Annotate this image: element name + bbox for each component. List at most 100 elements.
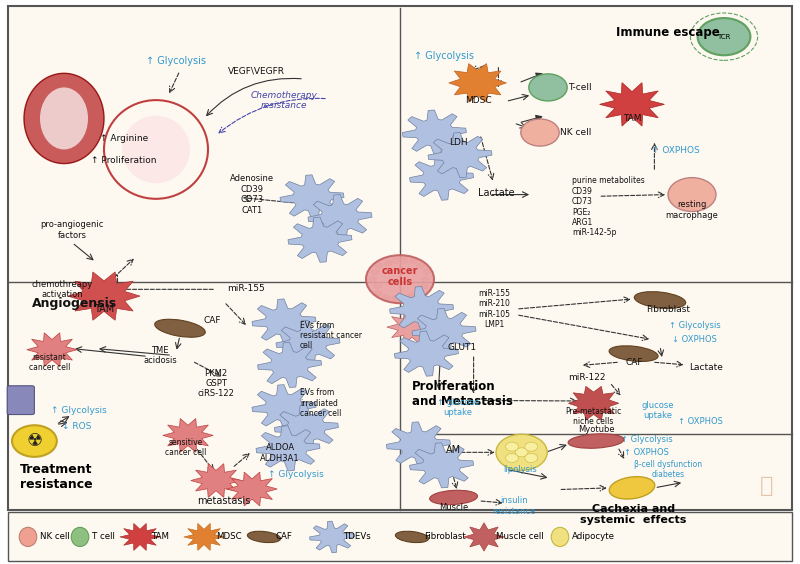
Polygon shape bbox=[227, 472, 278, 506]
Text: CAF: CAF bbox=[276, 532, 293, 541]
Polygon shape bbox=[412, 309, 476, 354]
Polygon shape bbox=[464, 523, 504, 551]
FancyBboxPatch shape bbox=[7, 386, 34, 415]
Polygon shape bbox=[410, 155, 474, 200]
Text: TCR: TCR bbox=[718, 34, 730, 39]
Polygon shape bbox=[390, 287, 454, 332]
Text: TAM: TAM bbox=[94, 304, 114, 314]
Text: Proliferation
and Metastasis: Proliferation and Metastasis bbox=[412, 380, 513, 408]
Text: cancer
cells: cancer cells bbox=[382, 266, 418, 287]
Text: CAF: CAF bbox=[204, 316, 222, 325]
Text: CAF: CAF bbox=[626, 358, 643, 367]
Polygon shape bbox=[568, 386, 619, 420]
Text: ALDOA
ALDH3A1: ALDOA ALDH3A1 bbox=[260, 443, 300, 462]
Text: ↑ Glycolysis: ↑ Glycolysis bbox=[669, 321, 720, 331]
Circle shape bbox=[668, 178, 716, 212]
Text: EVs from
resistant cancer
cell: EVs from resistant cancer cell bbox=[300, 321, 362, 350]
Circle shape bbox=[515, 448, 528, 457]
Text: Muscle: Muscle bbox=[439, 503, 468, 512]
Circle shape bbox=[392, 258, 400, 263]
Text: Treatment
resistance: Treatment resistance bbox=[20, 463, 93, 491]
Text: Muscle cell: Muscle cell bbox=[496, 532, 544, 541]
Text: T-cell: T-cell bbox=[568, 83, 592, 92]
Circle shape bbox=[506, 442, 518, 451]
Text: resting
macrophage: resting macrophage bbox=[666, 200, 718, 219]
Text: purine metabolites
CD39
CD73
PGE₂
ARG1
miR-142-5p: purine metabolites CD39 CD73 PGE₂ ARG1 m… bbox=[572, 177, 645, 237]
Text: VEGF\VEGFR: VEGF\VEGFR bbox=[227, 66, 285, 75]
Circle shape bbox=[392, 295, 400, 301]
Circle shape bbox=[529, 74, 567, 101]
Text: ↑ OXPHOS: ↑ OXPHOS bbox=[678, 417, 722, 426]
Text: ↑ OXPHOS: ↑ OXPHOS bbox=[624, 448, 669, 457]
Text: ↑ Arginine: ↑ Arginine bbox=[100, 134, 148, 143]
Ellipse shape bbox=[154, 319, 206, 337]
Polygon shape bbox=[276, 320, 340, 365]
Ellipse shape bbox=[634, 292, 686, 309]
Ellipse shape bbox=[430, 490, 478, 505]
Polygon shape bbox=[308, 195, 372, 240]
Polygon shape bbox=[310, 521, 354, 553]
Text: ↑ Glycolysis: ↑ Glycolysis bbox=[50, 406, 106, 415]
Circle shape bbox=[698, 18, 750, 55]
Text: lipolysis: lipolysis bbox=[503, 465, 537, 474]
Circle shape bbox=[371, 269, 379, 275]
FancyBboxPatch shape bbox=[8, 6, 792, 510]
Text: Angiogensis: Angiogensis bbox=[32, 297, 117, 310]
Polygon shape bbox=[256, 426, 320, 471]
Circle shape bbox=[525, 442, 538, 451]
Polygon shape bbox=[120, 523, 160, 550]
Circle shape bbox=[410, 258, 418, 264]
Text: miR-155
miR-210
miR-105
LMP1: miR-155 miR-210 miR-105 LMP1 bbox=[478, 289, 510, 329]
Text: MDSC: MDSC bbox=[465, 96, 492, 105]
Polygon shape bbox=[600, 82, 664, 126]
Circle shape bbox=[369, 276, 377, 282]
Ellipse shape bbox=[19, 527, 37, 547]
Circle shape bbox=[400, 295, 408, 301]
FancyBboxPatch shape bbox=[8, 512, 792, 561]
Ellipse shape bbox=[247, 531, 281, 543]
Polygon shape bbox=[387, 310, 437, 344]
Circle shape bbox=[506, 453, 518, 462]
Circle shape bbox=[374, 283, 382, 288]
Text: Pre-metastatic
niche cells: Pre-metastatic niche cells bbox=[566, 407, 622, 426]
Text: metastasis: metastasis bbox=[198, 496, 250, 506]
Text: ↑ Glycolysis: ↑ Glycolysis bbox=[268, 470, 324, 479]
Circle shape bbox=[417, 263, 425, 268]
Polygon shape bbox=[163, 418, 213, 452]
Circle shape bbox=[421, 283, 429, 289]
Text: Immune escape: Immune escape bbox=[616, 26, 720, 39]
Ellipse shape bbox=[610, 477, 654, 499]
Text: ↑ glucose
uptake: ↑ glucose uptake bbox=[437, 398, 478, 417]
Text: ↓ OXPHOS: ↓ OXPHOS bbox=[672, 335, 717, 344]
Circle shape bbox=[12, 425, 57, 457]
Circle shape bbox=[382, 295, 390, 301]
Polygon shape bbox=[252, 299, 316, 344]
Circle shape bbox=[384, 261, 392, 266]
Text: Myotube: Myotube bbox=[578, 425, 614, 434]
Text: Chemotherapy
resistance: Chemotherapy resistance bbox=[250, 91, 318, 110]
Text: ☢: ☢ bbox=[26, 432, 42, 450]
Text: sensitive
cancer cell: sensitive cancer cell bbox=[165, 438, 206, 457]
Text: miR-122: miR-122 bbox=[568, 373, 605, 382]
Text: PKM2
GSPT
ciRS-122: PKM2 GSPT ciRS-122 bbox=[198, 369, 234, 398]
Ellipse shape bbox=[24, 73, 104, 164]
Text: chemothreapy
activation: chemothreapy activation bbox=[32, 280, 93, 299]
Text: resistant
cancer cell: resistant cancer cell bbox=[29, 353, 70, 372]
Ellipse shape bbox=[568, 434, 624, 448]
Text: ↑ Glycolysis: ↑ Glycolysis bbox=[414, 51, 474, 61]
Text: GLUT1: GLUT1 bbox=[448, 343, 477, 352]
Circle shape bbox=[408, 293, 416, 298]
Text: TDEVs: TDEVs bbox=[344, 532, 372, 541]
Ellipse shape bbox=[609, 346, 658, 362]
Text: ↑ Proliferation: ↑ Proliferation bbox=[91, 156, 157, 165]
Polygon shape bbox=[288, 217, 352, 262]
Text: insulin
resistance: insulin resistance bbox=[492, 496, 535, 515]
Text: ↑ Glycolysis: ↑ Glycolysis bbox=[621, 435, 672, 444]
Polygon shape bbox=[449, 64, 506, 102]
Circle shape bbox=[496, 434, 547, 470]
Polygon shape bbox=[428, 133, 492, 178]
Text: AM: AM bbox=[446, 445, 462, 455]
Polygon shape bbox=[280, 175, 344, 220]
Text: glucose
uptake: glucose uptake bbox=[642, 401, 674, 420]
Text: LDH: LDH bbox=[449, 138, 468, 147]
